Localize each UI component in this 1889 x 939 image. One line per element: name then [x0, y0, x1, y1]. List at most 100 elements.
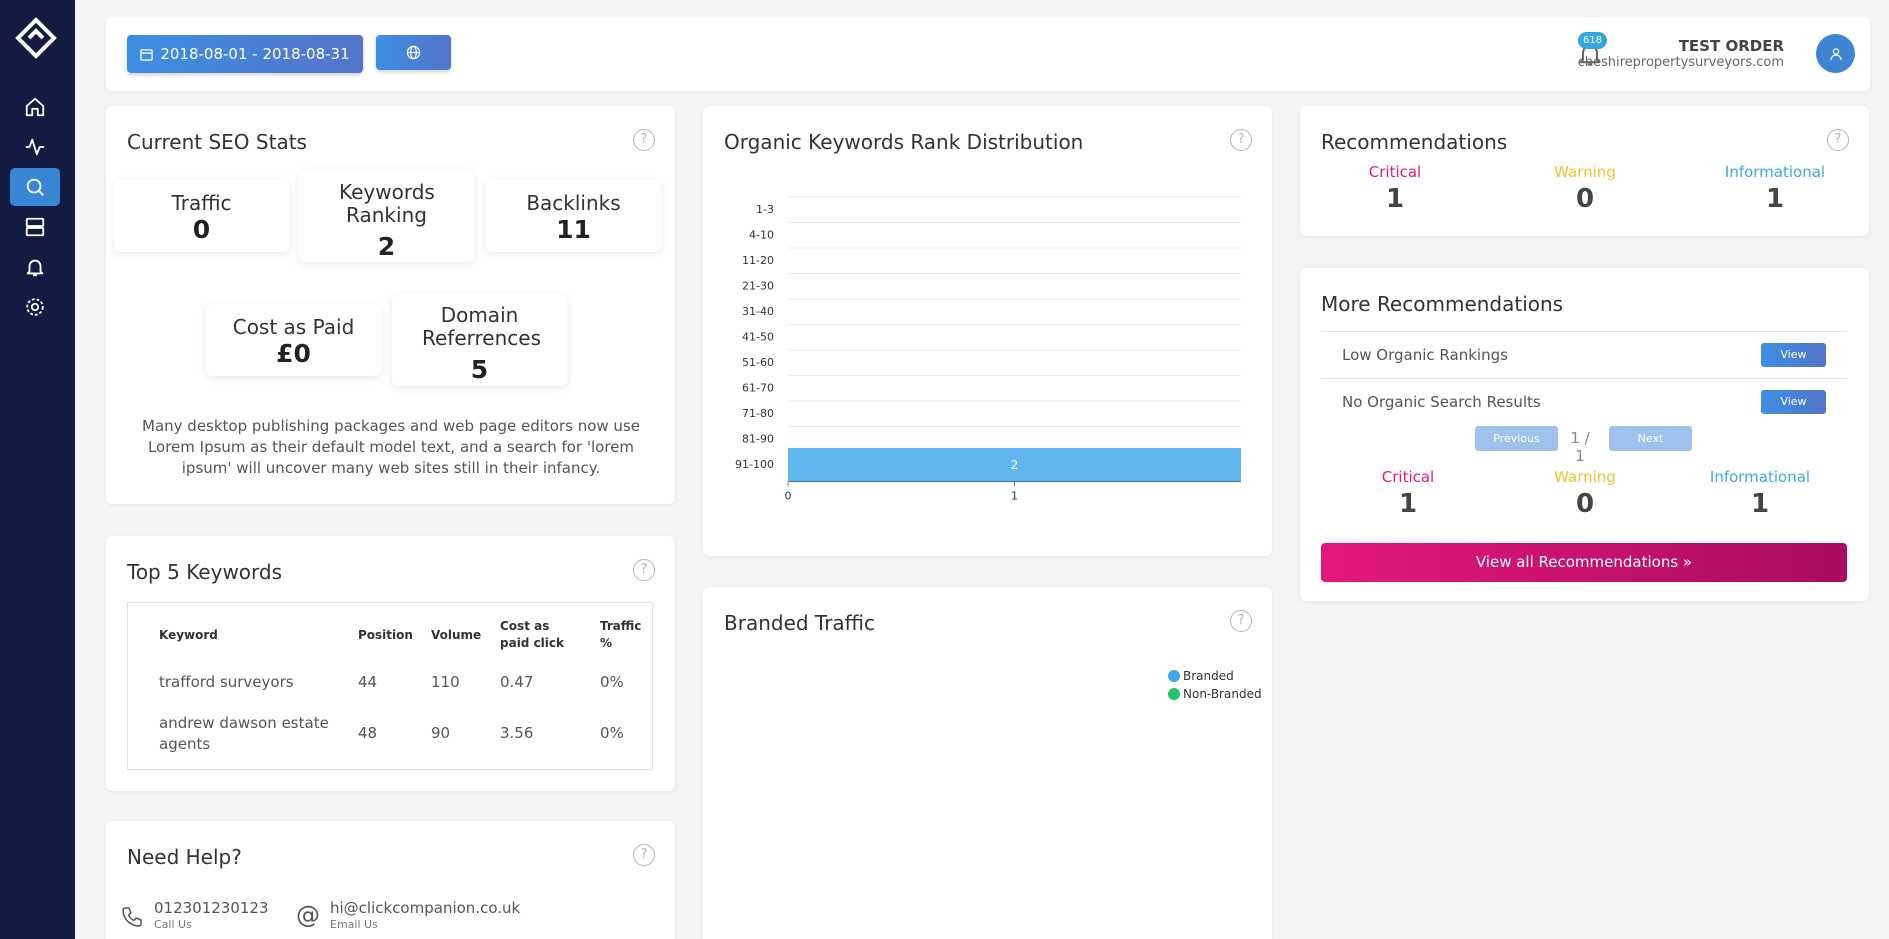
help-icon[interactable]: ? [1230, 129, 1252, 151]
warning-label: Warning [1554, 468, 1616, 486]
sidebar-item-search[interactable] [10, 168, 60, 206]
phone-icon [122, 907, 142, 927]
top-bar: 2018-08-01 - 2018-08-31 618 TEST ORDER c… [106, 17, 1870, 91]
more-recommendations-title: More Recommendations [1321, 292, 1564, 316]
table-cell: 0% [600, 673, 624, 691]
table-cell: 0% [600, 724, 624, 742]
activity-icon [25, 138, 45, 156]
help-icon[interactable]: ? [633, 559, 655, 581]
app-logo[interactable] [15, 17, 57, 63]
table-cell: 3.56 [500, 724, 534, 742]
legend-label: Branded [1183, 669, 1234, 683]
recommendation-label: Low Organic Rankings [1342, 346, 1508, 364]
email-address: hi@clickcompanion.co.uk [330, 899, 521, 917]
next-button[interactable]: Next [1609, 426, 1692, 451]
sidebar-item-home[interactable] [10, 88, 60, 126]
search-icon [26, 178, 44, 196]
sidebar-item-server[interactable] [10, 208, 60, 246]
contact-phone[interactable]: 012301230123 Call Us [120, 899, 269, 931]
table-header-position: Position [358, 628, 413, 642]
informational-label: Informational [1709, 468, 1811, 486]
globe-button[interactable] [376, 35, 451, 70]
category-label: 71-80 [742, 407, 774, 420]
view-all-recommendations-button[interactable]: View all Recommendations » [1321, 543, 1847, 582]
stat-domain-value: 5 [470, 355, 489, 384]
stat-domain-label: Domain Referrences [422, 303, 542, 350]
table-cell: 48 [358, 724, 378, 742]
server-icon [25, 217, 45, 237]
category-label: 61-70 [742, 382, 774, 395]
warning-count: 0 [1575, 489, 1595, 519]
warning-count: 0 [1575, 184, 1595, 214]
informational-count: 1 [1750, 489, 1770, 519]
informational-count: 1 [1765, 184, 1785, 214]
bar[interactable] [788, 448, 1241, 481]
category-label: 91-100 [735, 458, 774, 471]
help-icon[interactable]: ? [1230, 610, 1252, 632]
category-label: 81-90 [742, 433, 774, 446]
avatar[interactable] [1816, 34, 1855, 73]
sidebar-item-notifications[interactable] [10, 248, 60, 286]
need-help-card: Need Help? ? 012301230123 Call Us @ hi@c… [106, 821, 675, 939]
list-item: No Organic Search Results View [1321, 378, 1847, 425]
date-range-button[interactable]: 2018-08-01 - 2018-08-31 [127, 35, 363, 73]
informational-label: Informational [1724, 163, 1826, 181]
more-recommendations-card: More Recommendations Low Organic Ranking… [1300, 268, 1869, 601]
sidebar-item-activity[interactable] [10, 128, 60, 166]
help-icon[interactable]: ? [633, 844, 655, 866]
user-site: cheshirepropertysurveyors.com [1577, 55, 1784, 70]
view-button[interactable]: View [1761, 343, 1826, 367]
phone-caption: Call Us [154, 918, 192, 931]
x-tick-label: 1 [1011, 490, 1018, 503]
data-label: 2 [1011, 458, 1019, 472]
category-label: 21-30 [742, 280, 774, 293]
phone-number: 012301230123 [154, 899, 269, 917]
critical-label: Critical [1381, 468, 1435, 486]
view-button[interactable]: View [1761, 390, 1826, 414]
previous-button[interactable]: Previous [1475, 426, 1558, 451]
stat-traffic-label: Traffic [171, 191, 232, 215]
critical-count: 1 [1385, 184, 1405, 214]
stat-keywords-value: 2 [377, 232, 396, 261]
legend-dot-non-branded [1168, 688, 1180, 700]
calendar-icon [140, 48, 154, 61]
notification-count-badge: 618 [1578, 32, 1607, 49]
stat-cost-label: Cost as Paid [232, 315, 355, 339]
top-keywords-title: Top 5 Keywords [127, 560, 283, 584]
critical-count: 1 [1398, 489, 1418, 519]
category-label: 11-20 [742, 254, 774, 267]
contact-email[interactable]: @ hi@clickcompanion.co.uk Email Us [296, 899, 520, 931]
stat-keywords-label: Keywords Ranking [339, 180, 435, 227]
table-header-volume: Volume [431, 628, 482, 642]
stat-backlinks: Backlinks 11 [486, 180, 661, 252]
sidebar-item-settings[interactable] [10, 288, 60, 326]
stat-domain-references: Domain Referrences 5 [392, 294, 567, 386]
stat-keywords-ranking: Keywords Ranking 2 [299, 170, 474, 262]
stat-cost-value: £0 [276, 339, 311, 368]
stat-cost-as-paid: Cost as Paid £0 [206, 304, 381, 376]
email-caption: Email Us [330, 918, 378, 931]
table-header-traffic: Traffic % [600, 619, 642, 650]
table-cell: 44 [358, 673, 378, 691]
category-label: 41-50 [742, 331, 774, 344]
help-icon[interactable]: ? [633, 129, 655, 151]
legend-item-non-branded: Non-Branded [1168, 687, 1262, 701]
sidebar [0, 0, 75, 939]
recommendations-title: Recommendations [1321, 130, 1508, 154]
recommendation-label: No Organic Search Results [1342, 393, 1541, 411]
help-icon[interactable]: ? [1827, 129, 1849, 151]
globe-icon [406, 45, 421, 60]
branded-traffic-card: Branded Traffic ? Branded Non-Branded [703, 587, 1272, 939]
x-tick-label: 0 [785, 490, 792, 503]
user-icon [1829, 47, 1842, 60]
rank-distribution-title: Organic Keywords Rank Distribution [724, 130, 1084, 154]
category-label: 4-10 [749, 229, 774, 242]
table-header-keyword: Keyword [159, 628, 218, 642]
category-label: 51-60 [742, 356, 774, 369]
table-header-cost: Cost as paid click [500, 619, 565, 650]
warning-label: Warning [1554, 163, 1616, 181]
stat-backlinks-value: 11 [556, 215, 591, 244]
seo-stats-title: Current SEO Stats [127, 130, 307, 154]
legend-item-branded: Branded [1168, 669, 1234, 683]
gear-icon [26, 298, 44, 316]
